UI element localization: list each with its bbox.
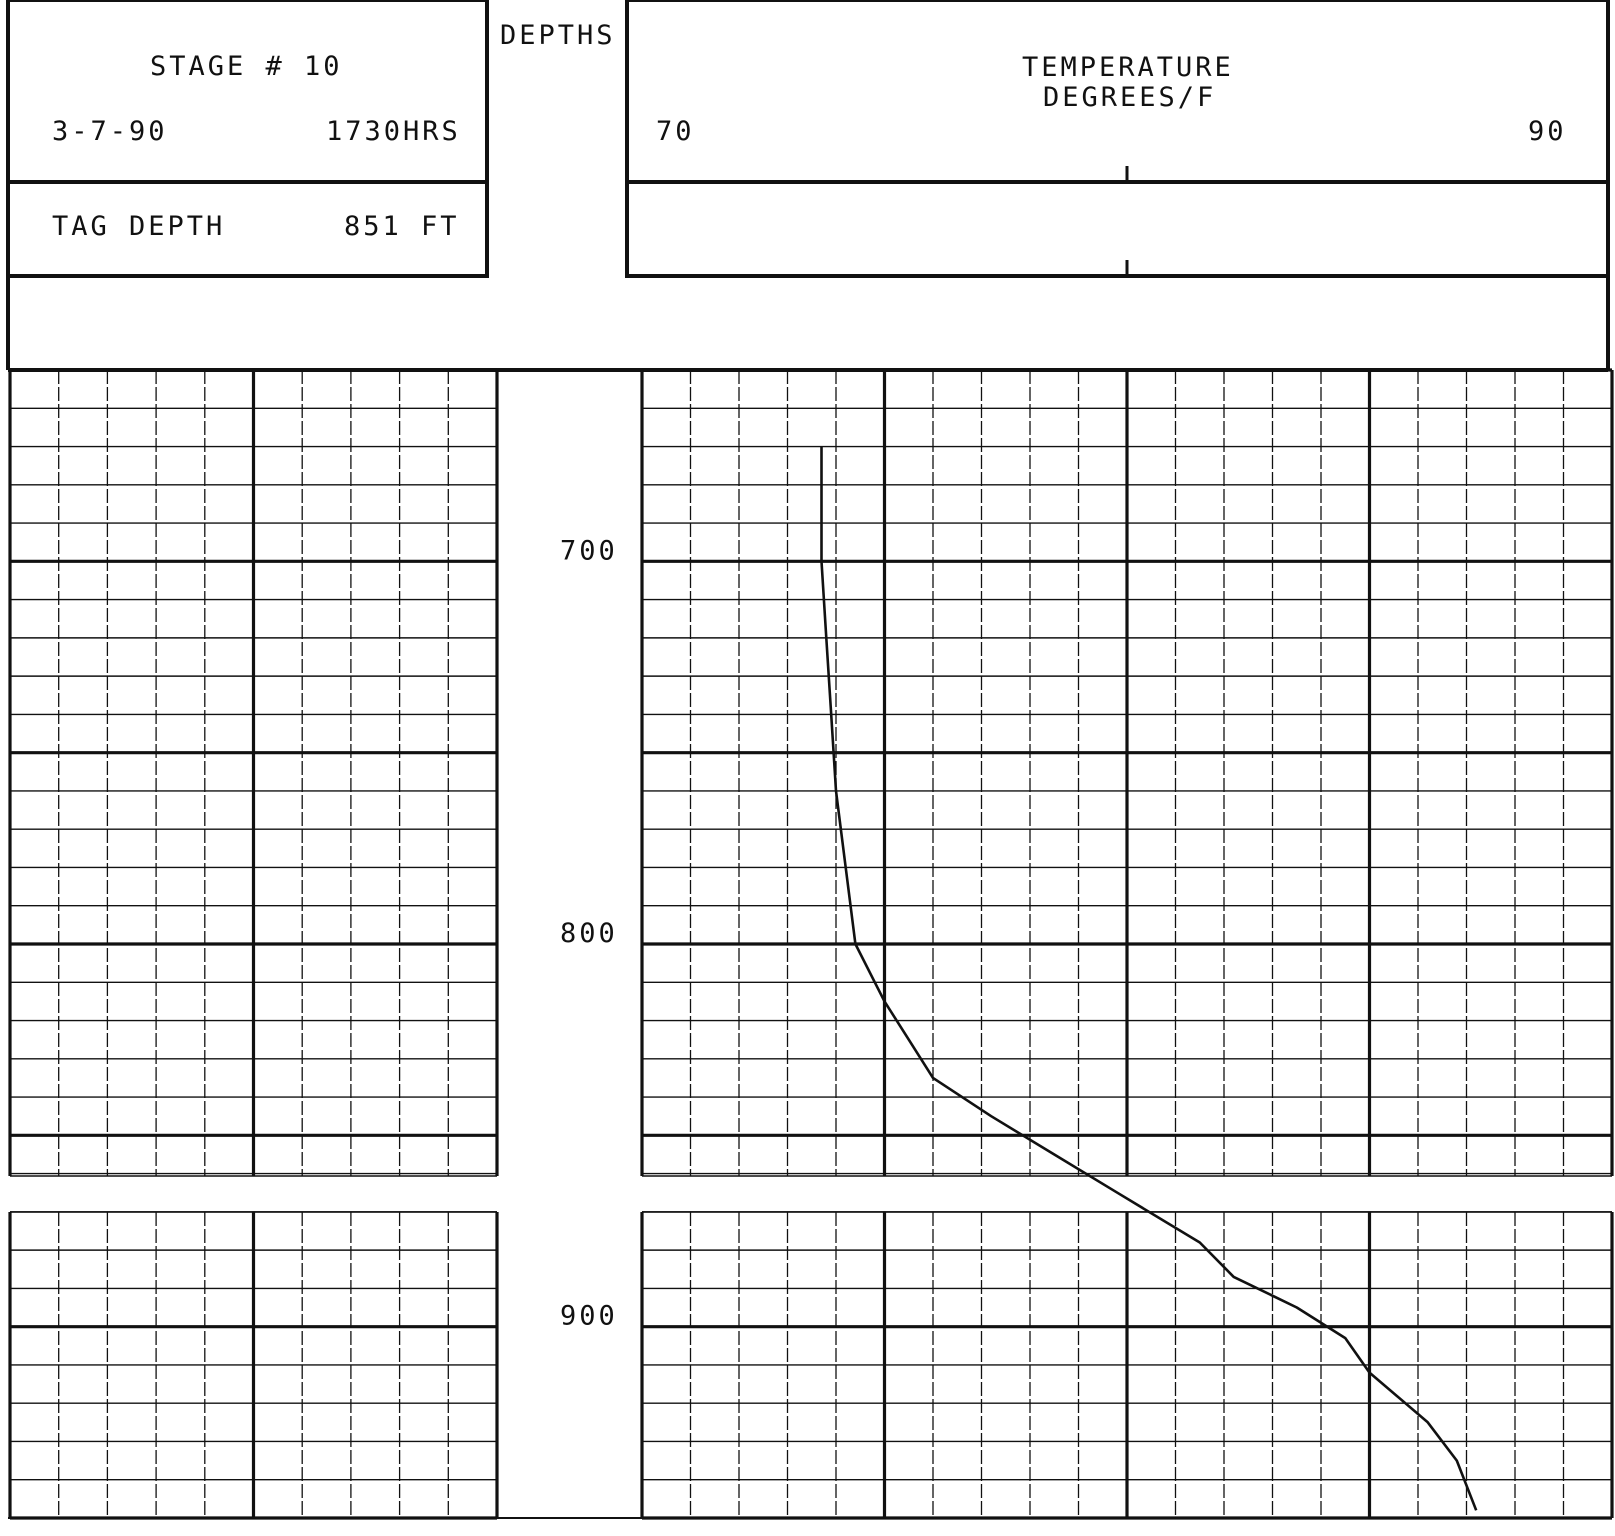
temperature-unit: DEGREES/F	[1043, 82, 1216, 113]
stage-label: STAGE # 10	[150, 51, 343, 82]
tag-depth-value: 851 FT	[344, 211, 460, 242]
stage-box	[6, 0, 489, 278]
date-label: 3-7-90	[52, 116, 168, 147]
temperature-curve	[820, 446, 1478, 1511]
depth-ticks: 700 800 900	[560, 535, 618, 1332]
time-label: 1730HRS	[326, 116, 461, 147]
scale-min-label: 70	[656, 116, 695, 147]
depth-tick-label: 700	[560, 535, 618, 566]
depth-tick-label: 800	[560, 918, 618, 949]
tag-depth-label: TAG DEPTH	[52, 211, 225, 242]
temperature-series-line	[820, 446, 1478, 1511]
depth-tick-label: 900	[560, 1301, 618, 1332]
scale-max-label: 90	[1528, 116, 1567, 147]
chart-grid	[8, 368, 1614, 1520]
temperature-title: TEMPERATURE	[1022, 52, 1234, 83]
depths-title: DEPTHS	[500, 20, 616, 51]
temperature-box	[625, 0, 1610, 278]
